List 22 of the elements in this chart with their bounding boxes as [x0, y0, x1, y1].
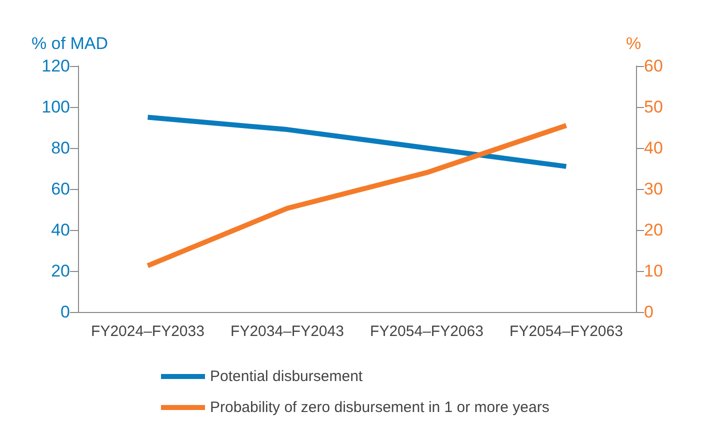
y2-tick-label: 50 [644, 98, 663, 116]
y-tick-label: 60 [51, 180, 70, 198]
y-tick-label: 80 [51, 138, 70, 158]
y2-axis-title: % [626, 34, 642, 53]
legend-label: Potential disbursement [210, 368, 364, 385]
x-tick-label: FY2034–FY2043 [230, 323, 344, 340]
x-tick-label: FY2054–FY2063 [510, 323, 623, 340]
y-tick-label: 20 [51, 262, 70, 280]
y-tick-label: 40 [51, 220, 70, 240]
legend-label: Probability of zero disbursement in 1 or more years [210, 399, 550, 416]
y2-tick-label: 40 [644, 138, 663, 158]
x-tick-label: FY2024–FY2033 [91, 323, 204, 340]
y-tick-label: 120 [42, 56, 70, 76]
y2-tick-label: 0 [644, 302, 654, 322]
y2-tick-label: 20 [644, 220, 663, 240]
y2-tick-label: 10 [644, 262, 663, 280]
y2-tick-label: 30 [644, 180, 663, 198]
y2-tick-label: 60 [644, 56, 663, 76]
y-tick-label: 100 [42, 98, 70, 116]
y-tick-label: 0 [60, 302, 70, 322]
x-tick-label: FY2054–FY2063 [370, 323, 484, 340]
y-axis-title: % of MAD [31, 34, 108, 53]
